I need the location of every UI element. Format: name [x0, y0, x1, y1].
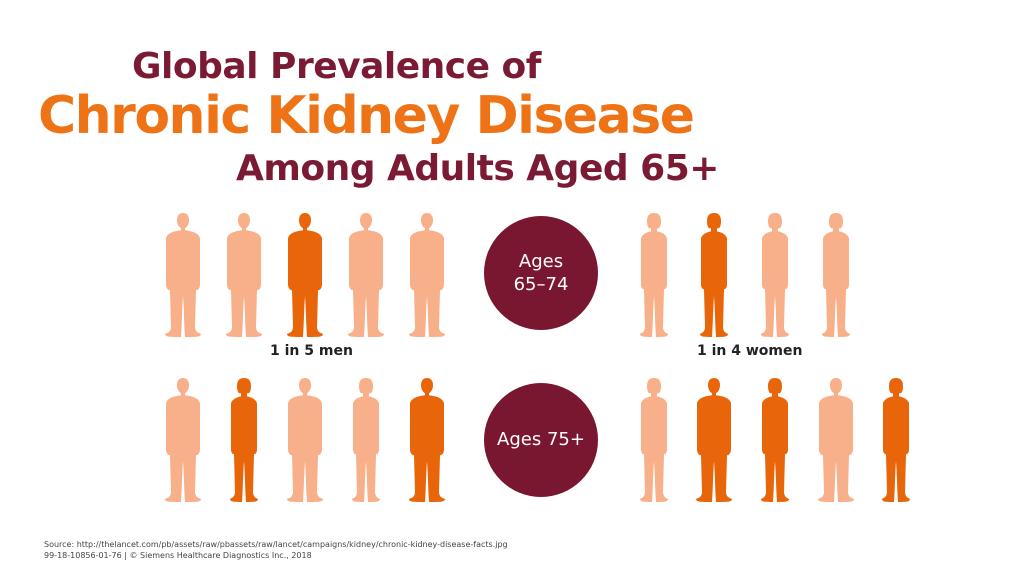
age-label-65-74: Ages 65–74: [513, 250, 569, 295]
row2-right-1-woman-icon: [634, 376, 674, 504]
row1-right-4-woman-icon: [816, 211, 856, 339]
source-note: Source: http://thelancet.com/pb/assets/r…: [44, 540, 508, 549]
row2-right-2-man-icon: [694, 376, 734, 504]
title-line-1: Global Prevalence of: [132, 46, 541, 87]
row1-left-3-man-icon: [285, 211, 325, 339]
row1-left-2-man-icon: [224, 211, 264, 339]
row1-left-5-man-icon: [407, 211, 447, 339]
row1-left-1-man-icon: [163, 211, 203, 339]
row1-right-2-woman-icon: [694, 211, 734, 339]
row1-right-3-woman-icon: [755, 211, 795, 339]
row2-left-4-woman-icon: [346, 376, 386, 504]
row2-right-5-woman-icon: [876, 376, 916, 504]
row1-right-1-woman-icon: [634, 211, 674, 339]
men-caption: 1 in 5 men: [270, 343, 353, 359]
age-badge-75-plus: Ages 75+: [484, 383, 598, 497]
title-line-2: Chronic Kidney Disease: [38, 86, 695, 146]
row1-left-4-man-icon: [346, 211, 386, 339]
age-badge-65-74: Ages 65–74: [484, 216, 598, 330]
row2-right-4-man-icon: [816, 376, 856, 504]
row2-left-1-man-icon: [163, 376, 203, 504]
row2-left-5-man-icon: [407, 376, 447, 504]
age-label-75-plus: Ages 75+: [497, 429, 585, 451]
title-line-3: Among Adults Aged 65+: [236, 148, 719, 189]
women-caption: 1 in 4 women: [697, 343, 803, 359]
row2-left-3-man-icon: [285, 376, 325, 504]
copyright-note: 99-18-10856-01-76 | © Siemens Healthcare…: [44, 551, 312, 560]
row2-right-3-woman-icon: [755, 376, 795, 504]
row2-left-2-woman-icon: [224, 376, 264, 504]
